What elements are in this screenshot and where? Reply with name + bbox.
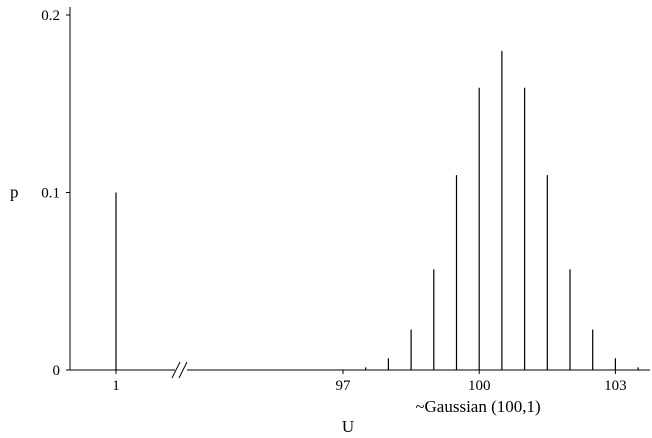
x-axis-title: U <box>342 417 354 436</box>
gaussian-annotation: ~Gaussian (100,1) <box>415 397 540 416</box>
x-tick-label: 1 <box>112 378 120 394</box>
data-lines <box>115 50 639 370</box>
x-tick-labels: 1 97 100 103 <box>112 370 627 394</box>
y-tick-label: 0.1 <box>41 186 60 202</box>
axis-break-marker <box>171 361 188 379</box>
axis-break-slash <box>171 361 181 379</box>
x-tick-label: 103 <box>604 378 627 394</box>
axis-break-gap <box>175 367 187 373</box>
x-tick-label: 100 <box>468 378 491 394</box>
y-axis-title: p <box>10 183 19 202</box>
axis-break-slash <box>178 361 188 379</box>
x-tick-label: 97 <box>336 378 352 394</box>
y-tick-label: 0.2 <box>41 8 60 24</box>
axes <box>69 7 650 379</box>
y-tick-labels: 0 0.1 0.2 <box>41 8 70 379</box>
y-tick-label: 0 <box>53 363 61 379</box>
